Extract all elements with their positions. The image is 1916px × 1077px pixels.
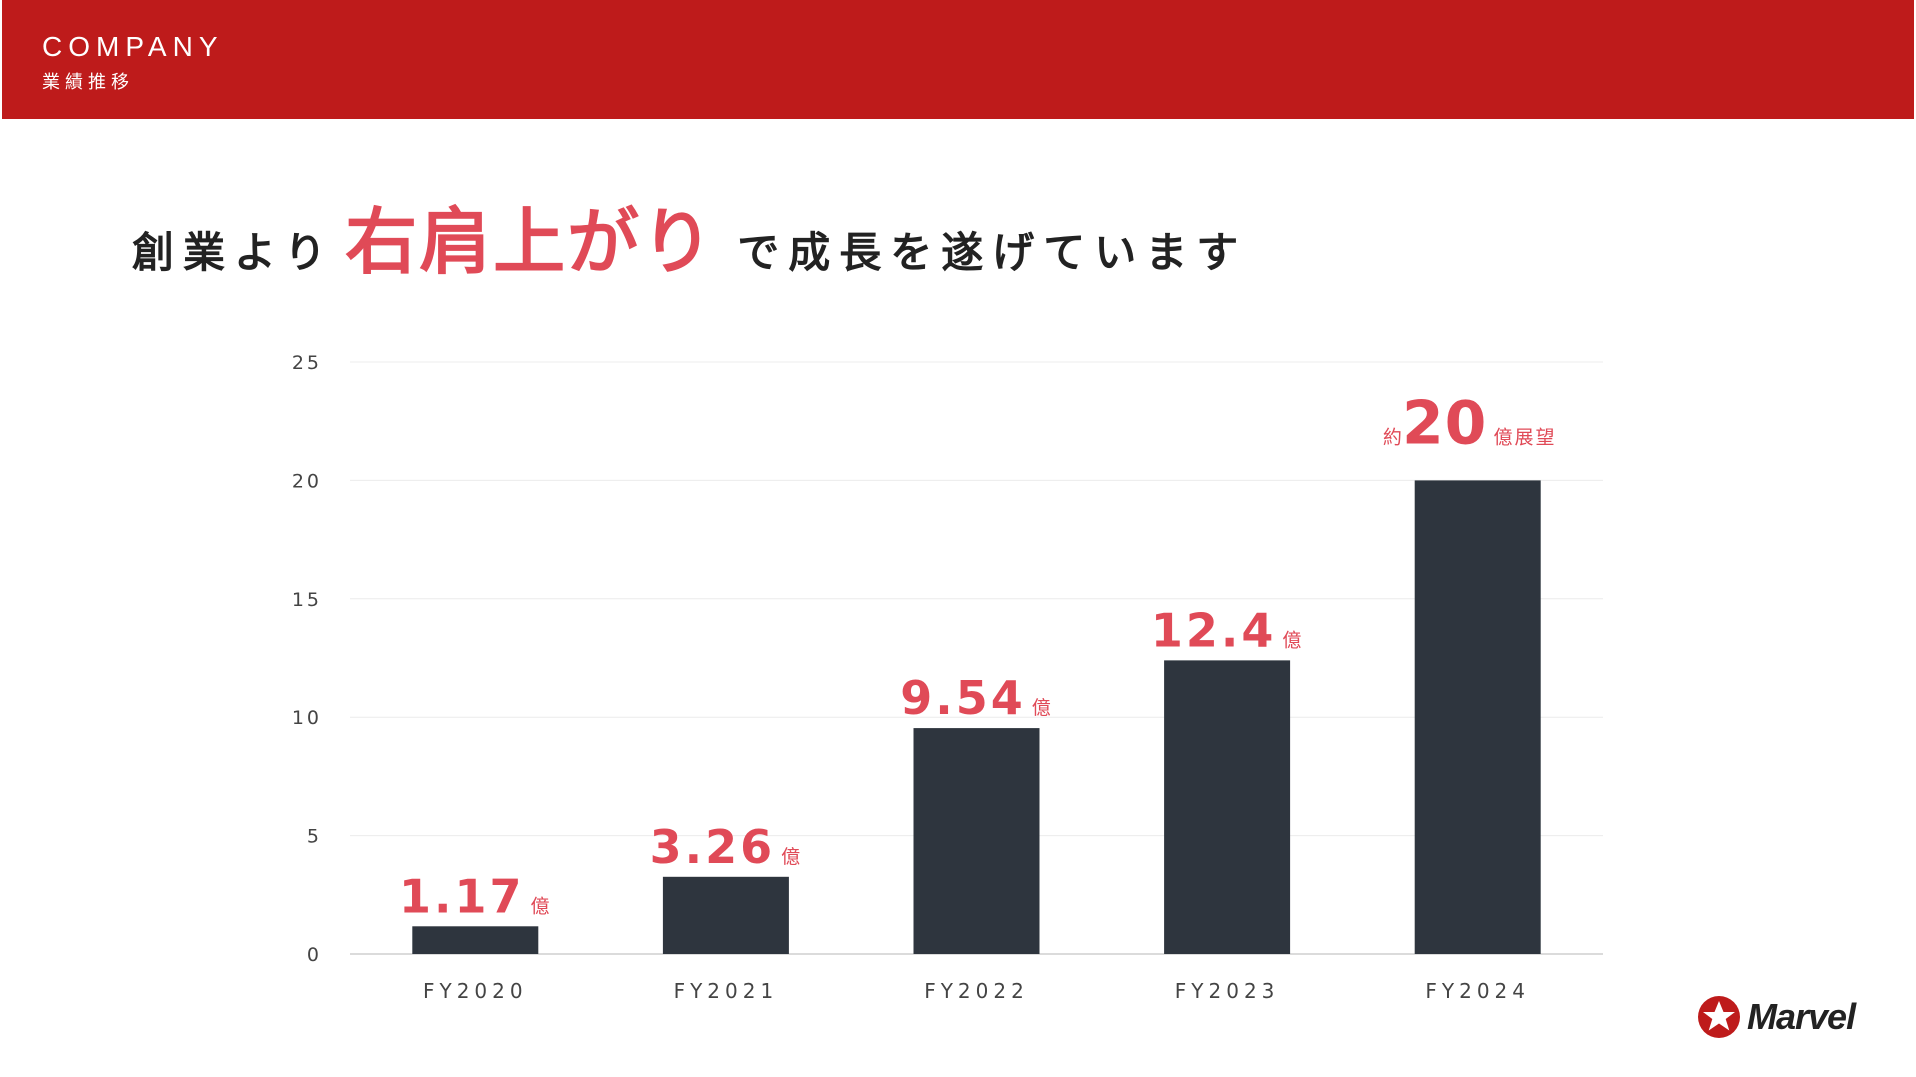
x-tick-label: FY2023 xyxy=(1175,979,1280,1003)
x-tick-label: FY2024 xyxy=(1425,979,1530,1003)
data-label: 9.54 億 xyxy=(900,671,1053,725)
y-tick-label: 10 xyxy=(292,707,322,729)
bar xyxy=(662,876,789,954)
x-tick-label: FY2020 xyxy=(423,979,528,1003)
bar xyxy=(1414,480,1541,954)
header-bar: COMPANY 業績推移 xyxy=(2,0,1914,119)
headline-before: 創業より xyxy=(132,228,336,277)
y-tick-label: 20 xyxy=(292,470,322,492)
x-tick-label: FY2021 xyxy=(674,979,779,1003)
y-tick-label: 25 xyxy=(292,352,322,374)
y-tick-label: 5 xyxy=(307,826,322,848)
header-title: COMPANY xyxy=(42,31,224,62)
bar xyxy=(412,926,539,954)
logo-text: Marvel xyxy=(1747,996,1856,1037)
bar xyxy=(1164,660,1291,954)
header-subtitle: 業績推移 xyxy=(42,72,134,93)
y-tick-label: 0 xyxy=(307,944,322,966)
headline-highlight: 右肩上がり xyxy=(345,200,716,284)
data-label: 1.17 億 xyxy=(399,869,552,923)
star-badge-icon xyxy=(1698,996,1740,1038)
data-label: 3.26 億 xyxy=(650,820,803,874)
data-label: 約20 億展望 xyxy=(1383,388,1557,458)
bar xyxy=(913,728,1040,954)
data-label: 12.4 億 xyxy=(1151,603,1304,657)
headline: 創業より 右肩上がり で成長を遂げています xyxy=(132,183,1247,284)
brand-logo: Marvel xyxy=(1697,992,1877,1042)
y-tick-label: 15 xyxy=(292,589,322,611)
headline-after: で成長を遂げています xyxy=(737,228,1248,277)
x-tick-label: FY2022 xyxy=(924,979,1029,1003)
